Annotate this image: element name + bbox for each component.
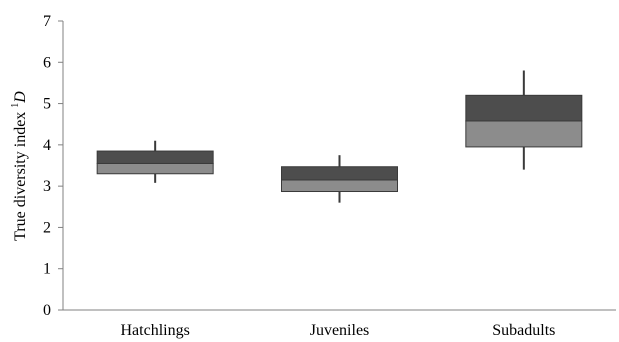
x-tick-label: Subadults (492, 322, 555, 339)
y-axis-title-text: True diversity index (12, 112, 29, 241)
y-tick-label: 5 (43, 96, 51, 113)
box-hatchlings (96, 140, 214, 183)
box-lower-quartile (465, 120, 583, 148)
box-juveniles (281, 155, 398, 203)
y-tick-label: 0 (43, 302, 51, 319)
y-axis-title-superscript: 1 (10, 103, 21, 108)
y-axis-title-symbol: D (12, 91, 29, 104)
box-lower-quartile (281, 179, 398, 193)
y-axis-title: True diversity index 1D (10, 91, 29, 241)
box-plots (96, 70, 583, 203)
y-tick-label: 4 (43, 137, 51, 154)
y-tick-label: 3 (43, 178, 51, 195)
x-axis-labels: Hatchlings Juveniles Subadults (121, 322, 556, 339)
x-tick-label: Juveniles (310, 322, 370, 339)
y-axis-ticks: 0 1 2 3 4 5 6 7 (43, 13, 63, 319)
box-upper-quartile (465, 94, 583, 122)
box-upper-quartile (96, 150, 214, 164)
box-subadults (465, 70, 583, 170)
box-lower-quartile (96, 162, 214, 175)
x-tick-label: Hatchlings (121, 322, 190, 339)
y-tick-label: 2 (43, 219, 51, 236)
y-tick-label: 7 (43, 13, 51, 30)
y-tick-label: 1 (43, 261, 51, 278)
y-tick-label: 6 (43, 54, 51, 71)
box-upper-quartile (281, 166, 398, 181)
